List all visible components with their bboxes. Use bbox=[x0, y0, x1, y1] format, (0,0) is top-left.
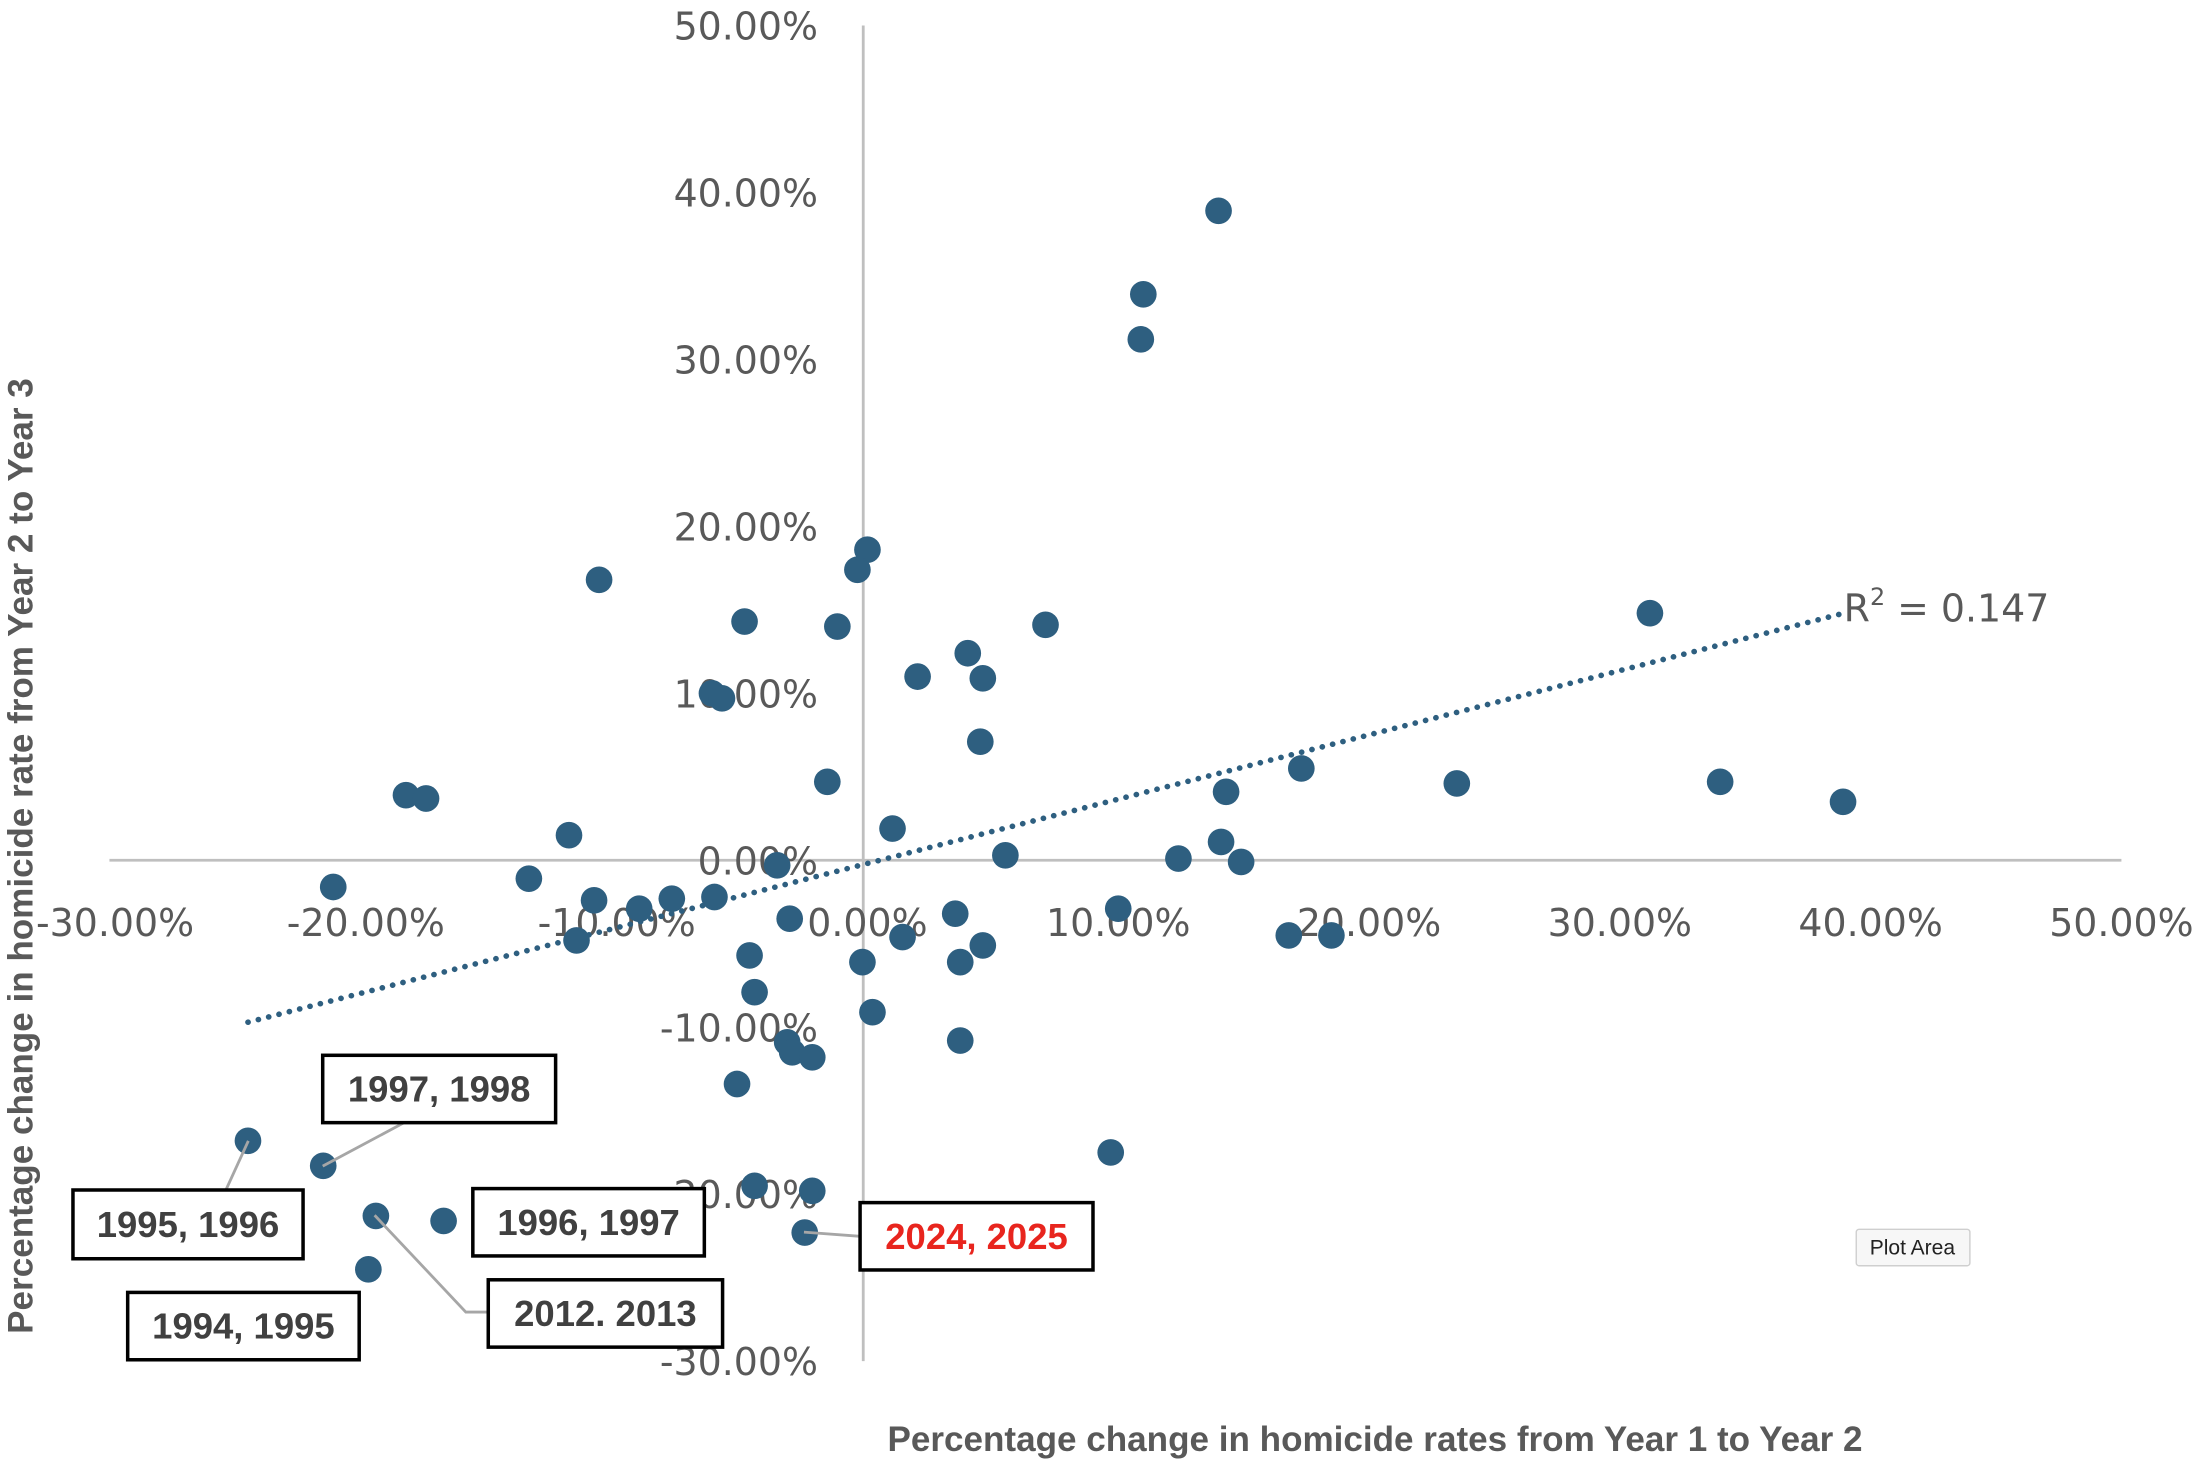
annotation-label: 1997, 1998 bbox=[348, 1069, 531, 1110]
data-point bbox=[392, 781, 420, 809]
data-point bbox=[355, 1256, 382, 1283]
data-point bbox=[904, 663, 931, 690]
data-point bbox=[813, 768, 841, 796]
data-point bbox=[1129, 280, 1157, 308]
data-point bbox=[824, 613, 851, 640]
data-point bbox=[741, 978, 768, 1006]
data-point bbox=[879, 815, 906, 842]
x-tick-label: 40.00% bbox=[1798, 901, 1942, 945]
data-point bbox=[778, 1038, 806, 1066]
y-tick-label: 20.00% bbox=[674, 505, 818, 549]
data-point bbox=[1212, 778, 1240, 806]
data-point bbox=[1318, 922, 1345, 949]
y-axis-title: Percentage change in homicide rate from … bbox=[1, 378, 40, 1334]
x-tick-label: 30.00% bbox=[1548, 901, 1692, 945]
data-point bbox=[412, 785, 440, 812]
data-point bbox=[625, 895, 653, 923]
annotation-box bbox=[320, 1053, 558, 1125]
data-point bbox=[515, 865, 543, 892]
annotation-label: 2024, 2025 bbox=[885, 1216, 1068, 1257]
data-point bbox=[763, 851, 791, 879]
data-point bbox=[319, 873, 347, 901]
data-point bbox=[946, 948, 974, 976]
annotation-label: 1995, 1996 bbox=[97, 1204, 280, 1245]
annotation-leader-line bbox=[803, 1230, 861, 1238]
svg-text:Plot Area: Plot Area bbox=[1870, 1237, 1956, 1260]
data-point bbox=[741, 1172, 768, 1200]
data-point bbox=[798, 1177, 826, 1205]
data-point bbox=[954, 639, 982, 667]
data-point bbox=[969, 932, 997, 959]
r-squared-label: R2 = 0.147 bbox=[1844, 583, 2050, 631]
annotation-box bbox=[71, 1188, 305, 1261]
x-tick-label: -30.00% bbox=[36, 901, 194, 945]
data-point bbox=[1706, 768, 1734, 796]
data-point bbox=[859, 998, 886, 1026]
data-point bbox=[1227, 848, 1255, 876]
x-axis-title: Percentage change in homicide rates from… bbox=[887, 1420, 1862, 1459]
data-point bbox=[1165, 845, 1192, 872]
trendline-path bbox=[245, 610, 1846, 1026]
data-point bbox=[1205, 197, 1232, 225]
data-point bbox=[1097, 1139, 1125, 1166]
data-point bbox=[1636, 599, 1664, 627]
data-point bbox=[844, 556, 871, 584]
annotation-box bbox=[858, 1200, 1095, 1272]
x-tick-label: -20.00% bbox=[287, 901, 445, 945]
annotation-leader-line bbox=[322, 1121, 405, 1168]
data-point bbox=[585, 566, 613, 594]
annotation-box bbox=[471, 1186, 707, 1258]
data-point bbox=[708, 684, 736, 712]
annotation-label: 1994, 1995 bbox=[152, 1306, 335, 1347]
data-point bbox=[849, 948, 876, 976]
data-point bbox=[555, 821, 583, 849]
data-point bbox=[966, 728, 994, 756]
data-point bbox=[723, 1070, 751, 1098]
data-point bbox=[731, 608, 758, 635]
annotation-label: 1996, 1997 bbox=[497, 1202, 680, 1243]
data-point bbox=[776, 905, 804, 933]
data-point bbox=[563, 927, 590, 954]
data-point bbox=[658, 885, 686, 913]
data-point bbox=[701, 883, 728, 911]
data-point bbox=[1287, 755, 1315, 782]
x-tick-label: 50.00% bbox=[2049, 901, 2193, 945]
data-point bbox=[854, 536, 881, 564]
data-point bbox=[1127, 326, 1155, 353]
data-points bbox=[234, 197, 1857, 1283]
data-point bbox=[1275, 922, 1303, 949]
trendline bbox=[245, 610, 1846, 1026]
data-point bbox=[1443, 770, 1471, 797]
data-point bbox=[798, 1043, 826, 1071]
data-point bbox=[1829, 788, 1857, 816]
axes: -30.00% -20.00% -10.00% 0.00% 10.00% 20.00% 30… bbox=[36, 4, 2194, 1384]
plot-area-tooltip: Plot Area bbox=[1855, 1228, 1971, 1267]
y-tick-label: 0.00% bbox=[698, 839, 818, 883]
annotation-box bbox=[125, 1290, 361, 1362]
data-point bbox=[946, 1027, 974, 1054]
data-point bbox=[1207, 828, 1235, 856]
annotation-leader-line bbox=[224, 1140, 250, 1191]
annotations: 1995, 1996 1997, 1998 2012. 2013 1996, 1997… bbox=[71, 1053, 1095, 1362]
data-point bbox=[969, 664, 997, 692]
annotation-label: 2012. 2013 bbox=[514, 1293, 697, 1334]
data-point bbox=[941, 900, 969, 928]
y-tick-label: 10.00% bbox=[674, 672, 818, 716]
y-tick-label: 40.00% bbox=[674, 171, 818, 215]
data-point bbox=[580, 887, 608, 914]
data-point bbox=[889, 923, 916, 951]
y-tick-label: 30.00% bbox=[674, 338, 818, 382]
annotation-box bbox=[486, 1278, 725, 1349]
data-point bbox=[1032, 611, 1059, 639]
data-point bbox=[430, 1207, 457, 1235]
data-point bbox=[1104, 895, 1132, 923]
data-point bbox=[992, 841, 1019, 869]
data-point bbox=[736, 942, 763, 969]
annotation-leader-line bbox=[373, 1214, 489, 1314]
y-tick-label: 50.00% bbox=[674, 4, 818, 48]
